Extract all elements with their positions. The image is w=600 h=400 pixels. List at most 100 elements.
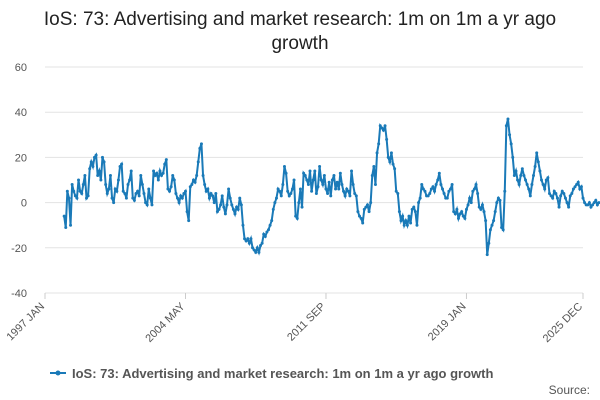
y-tick-label: 0 bbox=[21, 198, 27, 210]
point bbox=[142, 192, 146, 196]
point bbox=[254, 250, 258, 254]
point bbox=[522, 173, 526, 177]
point bbox=[94, 153, 98, 157]
point bbox=[345, 187, 349, 191]
point bbox=[386, 155, 390, 159]
point bbox=[120, 162, 124, 166]
point bbox=[156, 178, 160, 182]
point bbox=[348, 194, 352, 198]
point bbox=[401, 214, 405, 218]
point bbox=[587, 201, 591, 205]
point bbox=[310, 189, 314, 193]
point bbox=[441, 187, 445, 191]
point bbox=[252, 248, 256, 252]
point bbox=[429, 187, 433, 191]
point bbox=[319, 178, 323, 182]
point bbox=[118, 164, 122, 168]
point bbox=[274, 196, 278, 200]
point bbox=[575, 183, 579, 187]
point bbox=[179, 194, 183, 198]
point bbox=[65, 189, 69, 193]
point bbox=[108, 173, 112, 177]
y-tick-label: -40 bbox=[11, 288, 27, 300]
point bbox=[80, 192, 84, 196]
point bbox=[565, 201, 569, 205]
point bbox=[383, 124, 387, 128]
point bbox=[172, 178, 176, 182]
point bbox=[164, 158, 168, 162]
point bbox=[102, 160, 106, 164]
point bbox=[364, 205, 368, 209]
point bbox=[215, 210, 219, 214]
point bbox=[373, 183, 377, 187]
point bbox=[212, 201, 216, 205]
point bbox=[73, 194, 77, 198]
point bbox=[573, 185, 577, 189]
point bbox=[423, 189, 427, 193]
point bbox=[466, 203, 470, 207]
point bbox=[417, 201, 421, 205]
x-tick-label: 1997 JAN bbox=[4, 301, 47, 344]
point bbox=[163, 162, 167, 166]
point bbox=[482, 210, 486, 214]
point bbox=[209, 192, 213, 196]
point bbox=[228, 196, 232, 200]
point bbox=[259, 244, 263, 248]
point bbox=[313, 169, 317, 173]
point bbox=[343, 194, 347, 198]
point bbox=[500, 225, 504, 229]
point bbox=[533, 164, 537, 168]
point bbox=[287, 194, 291, 198]
point bbox=[492, 219, 496, 223]
point bbox=[452, 210, 456, 214]
point bbox=[484, 219, 488, 223]
point bbox=[464, 207, 468, 211]
point bbox=[298, 187, 302, 191]
point bbox=[589, 205, 593, 209]
point bbox=[284, 171, 288, 175]
point bbox=[546, 176, 550, 180]
point bbox=[257, 250, 261, 254]
point bbox=[516, 178, 520, 182]
point bbox=[369, 201, 373, 205]
point bbox=[326, 192, 330, 196]
point bbox=[388, 160, 392, 164]
point bbox=[351, 183, 355, 187]
point bbox=[555, 196, 559, 200]
point bbox=[231, 207, 235, 211]
point bbox=[479, 207, 483, 211]
point bbox=[207, 196, 211, 200]
point bbox=[535, 151, 539, 155]
point bbox=[567, 205, 571, 209]
point bbox=[255, 246, 259, 250]
point bbox=[235, 205, 239, 209]
point bbox=[338, 171, 342, 175]
point bbox=[543, 187, 547, 191]
point bbox=[503, 189, 507, 193]
point bbox=[271, 207, 275, 211]
point bbox=[586, 203, 590, 207]
point bbox=[335, 180, 339, 184]
point bbox=[171, 173, 175, 177]
point bbox=[112, 201, 116, 205]
source: Source: bbox=[549, 383, 590, 397]
point bbox=[396, 192, 400, 196]
point bbox=[295, 216, 299, 220]
point bbox=[67, 196, 71, 200]
point bbox=[501, 228, 505, 232]
point bbox=[504, 124, 508, 128]
point bbox=[150, 203, 154, 207]
point bbox=[316, 185, 320, 189]
point bbox=[223, 212, 227, 216]
point bbox=[188, 185, 192, 189]
point bbox=[105, 192, 109, 196]
point bbox=[292, 178, 296, 182]
point bbox=[442, 192, 446, 196]
x-tick-label: 2025 DEC bbox=[541, 301, 585, 345]
point bbox=[314, 192, 318, 196]
point bbox=[177, 201, 181, 205]
point bbox=[199, 142, 203, 146]
point bbox=[560, 189, 564, 193]
x-tick-label: 2019 JAN bbox=[426, 301, 469, 344]
point bbox=[420, 183, 424, 187]
